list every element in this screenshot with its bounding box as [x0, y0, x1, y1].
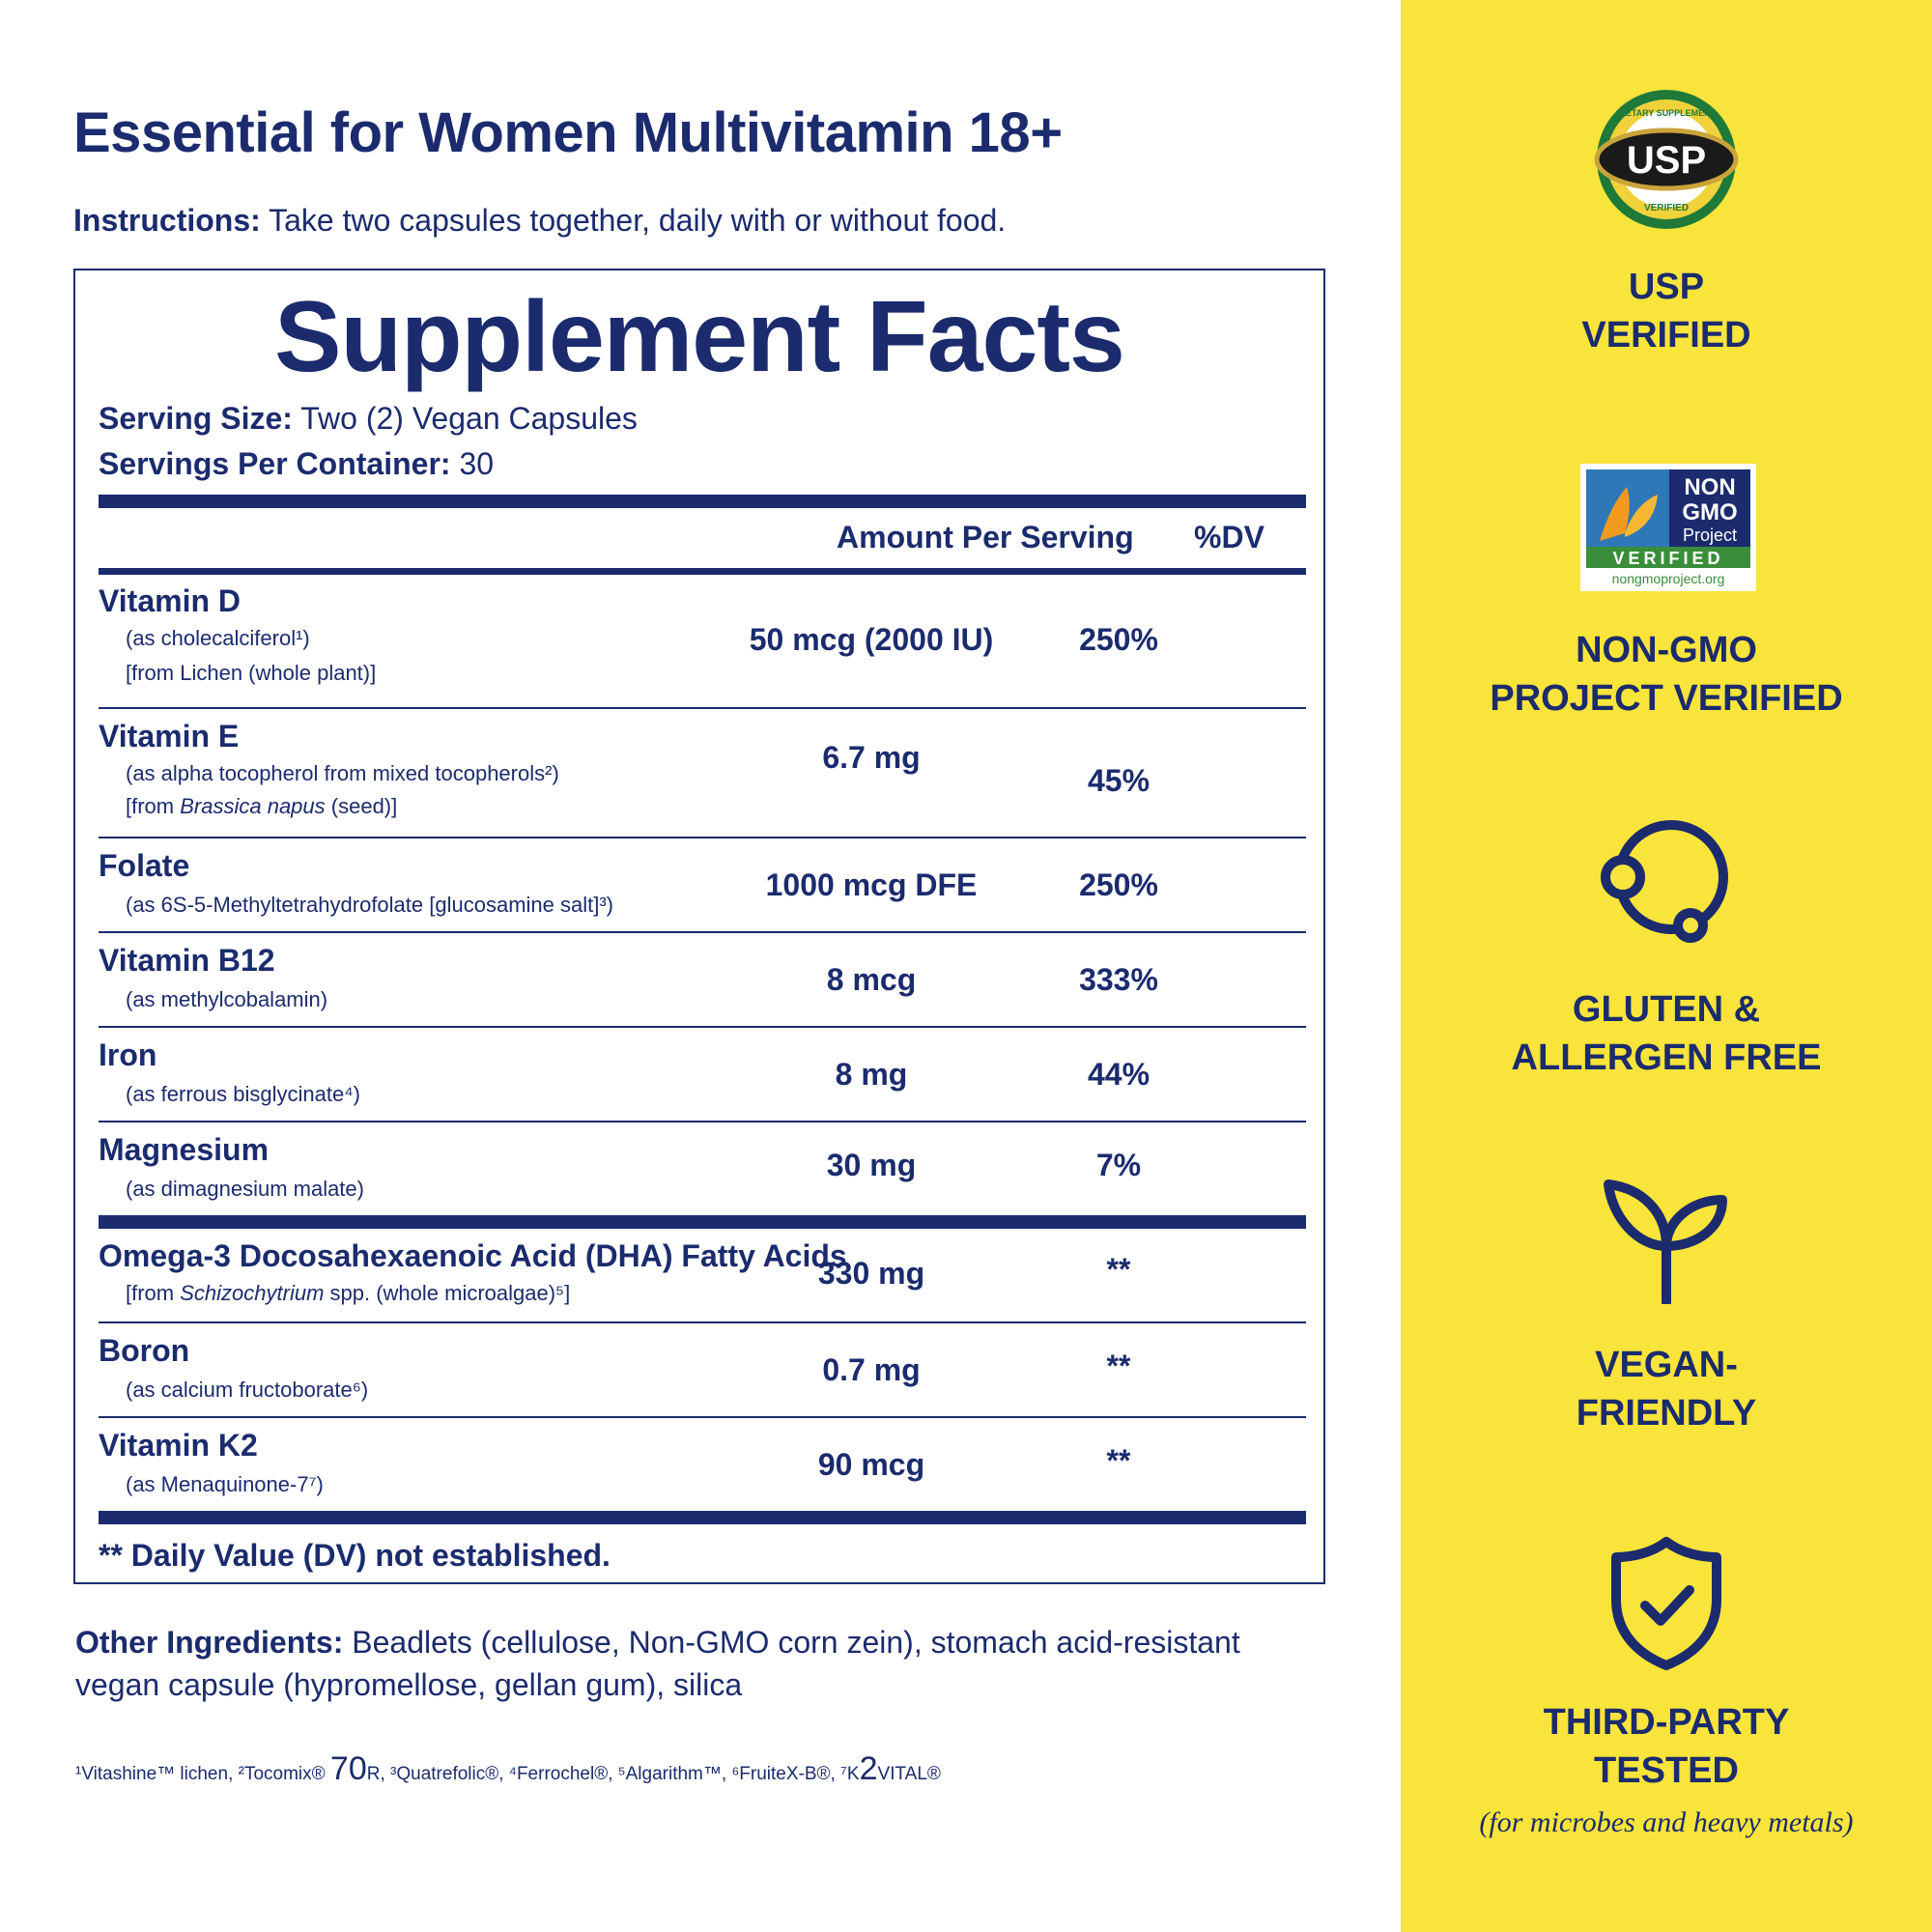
nutrient-origin: [from Lichen (whole plant)]: [126, 661, 377, 685]
table-row: Vitamin B12 (as methylcobalamin) 8 mcg 3…: [99, 933, 1306, 1026]
nutrient-source: (as calcium fructoborate⁶): [126, 1378, 369, 1402]
butterfly-icon: NON GMO Project VERIFIED nongmoproject.o…: [1582, 466, 1754, 589]
svg-text:VERIFIED: VERIFIED: [1612, 549, 1723, 568]
serving-info: Serving Size: Two (2) Vegan Capsules Ser…: [99, 396, 638, 487]
nutrient-name: Vitamin K2: [99, 1428, 258, 1463]
nutrient-source: (as dimagnesium malate): [126, 1177, 364, 1201]
table-row: Vitamin E (as alpha tocopherol from mixe…: [99, 709, 1306, 837]
nutrient-source: (as ferrous bisglycinate⁴): [126, 1082, 360, 1106]
nutrient-name: Iron: [99, 1037, 157, 1072]
trademark-footnotes: ¹Vitashine™ lichen, ²Tocomix® 70R, ³Quat…: [75, 1750, 941, 1787]
nutrient-name: Vitamin D: [99, 583, 241, 618]
nutrient-amount: 90 mcg: [817, 1447, 925, 1482]
table-row: Magnesium (as dimagnesium malate) 30 mg …: [99, 1122, 1306, 1211]
instructions-label: Instructions:: [73, 203, 261, 238]
svg-text:GMO: GMO: [1682, 499, 1737, 526]
third-party-tested-note: (for microbes and heavy metals): [1479, 1806, 1854, 1838]
nutrient-amount: 6.7 mg: [822, 740, 921, 775]
gluten-allergen-free-label: GLUTEN & ALLERGEN FREE: [1511, 989, 1822, 1078]
nutrient-source: (as Menaquinone-7⁷): [126, 1472, 324, 1496]
nutrient-source: (as methylcobalamin): [126, 987, 328, 1011]
svg-text:VERIFIED: VERIFIED: [1644, 203, 1689, 213]
svg-text:USP: USP: [1627, 139, 1706, 182]
thick-divider: [99, 495, 1306, 508]
instructions: Instructions: Take two capsules together…: [73, 203, 1006, 239]
row-divider: [99, 1121, 1306, 1122]
row-divider: [99, 1026, 1306, 1028]
nutrient-name: Magnesium: [99, 1132, 270, 1167]
nutrient-amount: 330 mg: [817, 1256, 925, 1291]
nutrient-amount: 8 mcg: [826, 962, 917, 997]
svg-text:nongmoproject.org: nongmoproject.org: [1612, 571, 1725, 586]
nutrient-name: Folate: [99, 848, 190, 883]
nutrient-source: (as cholecalciferol¹): [126, 626, 310, 650]
row-divider: [99, 931, 1306, 933]
usp-verified-label: USP VERIFIED: [1581, 267, 1751, 355]
header-divider: [99, 568, 1306, 575]
row-divider: [99, 707, 1306, 709]
vegan-friendly-label: VEGAN- FRIENDLY: [1576, 1345, 1757, 1434]
non-gmo-project-logo: NON GMO Project VERIFIED nongmoproject.o…: [1580, 464, 1756, 591]
nutrient-dv: 250%: [1079, 867, 1158, 902]
row-divider: [99, 837, 1306, 838]
servings-per-container-label: Servings Per Container:: [99, 446, 451, 481]
table-row: Boron (as calcium fructoborate⁶) 0.7 mg …: [99, 1323, 1306, 1416]
column-header-dv: %DV: [1194, 520, 1264, 554]
row-divider: [99, 1321, 1306, 1323]
svg-text:DIETARY SUPPLEMENT: DIETARY SUPPLEMENT: [1617, 108, 1717, 118]
supplement-facts-title: Supplement Facts: [274, 281, 1125, 393]
nutrient-dv: 250%: [1079, 622, 1158, 657]
table-row: Vitamin D (as cholecalciferol¹) [from Li…: [99, 576, 1306, 707]
serving-size-label: Serving Size:: [99, 401, 293, 436]
other-ingredients: Other Ingredients: Beadlets (cellulose, …: [75, 1621, 1331, 1706]
serving-size-value: Two (2) Vegan Capsules: [292, 401, 638, 436]
usp-verified-seal-icon: USP DIETARY SUPPLEMENT VERIFIED: [1594, 90, 1739, 229]
nutrient-dv: **: [1106, 1252, 1131, 1287]
non-gmo-label: NON-GMO PROJECT VERIFIED: [1490, 630, 1843, 719]
thick-divider: [99, 1215, 1306, 1229]
nutrient-dv: **: [1106, 1443, 1131, 1478]
nutrient-source: [from Schizochytrium spp. (whole microal…: [126, 1281, 571, 1305]
other-ingredients-text: Beadlets (cellulose, Non-GMO corn zein),…: [75, 1625, 1240, 1702]
nutrient-name: Vitamin B12: [99, 943, 275, 978]
nutrient-amount: 0.7 mg: [822, 1352, 921, 1387]
nutrient-name: Boron: [99, 1333, 190, 1368]
nutrient-dv: 44%: [1087, 1057, 1151, 1092]
column-header-amount: Amount Per Serving: [837, 520, 1134, 554]
nutrient-source: (as alpha tocopherol from mixed tocopher…: [126, 761, 559, 785]
nutrient-amount: 30 mg: [826, 1148, 917, 1182]
svg-text:Project: Project: [1683, 526, 1737, 545]
dv-footnote: ** Daily Value (DV) not established.: [99, 1538, 611, 1573]
nutrient-name: Vitamin E: [99, 719, 240, 753]
third-party-tested-label: THIRD-PARTY TESTED: [1543, 1702, 1790, 1791]
shield-check-icon: [1611, 1537, 1721, 1670]
table-row: Vitamin K2 (as Menaquinone-7⁷) 90 mcg **: [99, 1418, 1306, 1509]
molecule-icon: [1601, 820, 1728, 943]
servings-per-container-value: 30: [450, 446, 495, 481]
nutrient-source: (as 6S-5-Methyltetrahydrofolate [glucosa…: [126, 893, 613, 917]
other-ingredients-label: Other Ingredients:: [75, 1625, 344, 1660]
table-row: Iron (as ferrous bisglycinate⁴) 8 mg 44%: [99, 1028, 1306, 1121]
svg-text:NON: NON: [1684, 474, 1735, 500]
nutrient-dv: 45%: [1087, 763, 1151, 798]
nutrient-amount: 8 mg: [835, 1057, 908, 1092]
nutrient-dv: 333%: [1079, 962, 1158, 997]
nutrient-amount: 1000 mcg DFE: [765, 867, 978, 902]
instructions-text: Take two capsules together, daily with o…: [260, 203, 1007, 238]
supplement-facts-panel: Supplement Facts Serving Size: Two (2) V…: [73, 269, 1325, 1584]
table-row: Omega-3 Docosahexaenoic Acid (DHA) Fatty…: [99, 1229, 1306, 1321]
supplement-info-section: Essential for Women Multivitamin 18+ Ins…: [73, 101, 1331, 1787]
thick-divider: [99, 1511, 1306, 1524]
nutrient-dv: 7%: [1095, 1148, 1142, 1182]
nutrient-amount: 50 mcg (2000 IU): [749, 622, 994, 657]
table-row: Folate (as 6S-5-Methyltetrahydrofolate […: [99, 838, 1306, 931]
certifications-sidebar: USP DIETARY SUPPLEMENT VERIFIED USP VERIF…: [1401, 0, 1932, 1932]
nutrient-dv: **: [1106, 1349, 1131, 1383]
product-title: Essential for Women Multivitamin 18+: [73, 101, 1063, 164]
sprout-icon: [1604, 1179, 1727, 1304]
nutrient-name: Omega-3 Docosahexaenoic Acid (DHA) Fatty…: [99, 1238, 847, 1273]
row-divider: [99, 1416, 1306, 1418]
nutrient-origin: [from Brassica napus (seed)]: [126, 794, 398, 818]
